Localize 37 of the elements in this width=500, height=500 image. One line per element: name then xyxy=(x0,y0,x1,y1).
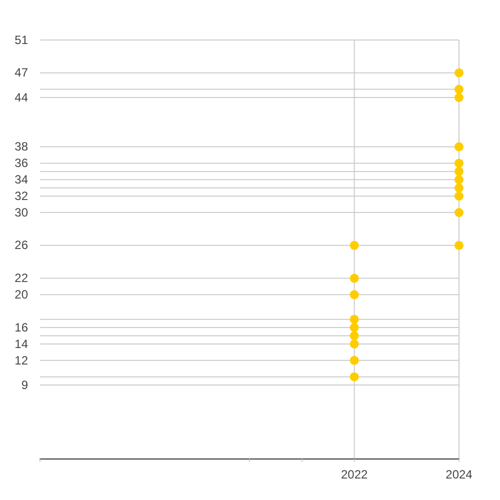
point xyxy=(454,240,464,250)
point xyxy=(350,274,359,283)
point xyxy=(454,192,464,201)
y-tick-label: 51 xyxy=(14,32,28,47)
point xyxy=(350,356,359,365)
point xyxy=(454,84,464,94)
point xyxy=(350,372,359,382)
y-tick-label: 36 xyxy=(14,156,28,170)
point xyxy=(350,314,359,324)
y-tick-label: 38 xyxy=(14,140,28,154)
y-tick-label: 32 xyxy=(14,188,28,203)
point xyxy=(454,93,464,102)
y-tick-label: 47 xyxy=(14,66,28,80)
point xyxy=(454,183,464,192)
point xyxy=(454,158,464,168)
y-tick-label: 12 xyxy=(14,353,28,368)
y-tick-label: 14 xyxy=(14,336,28,351)
x-tick-label: 2022 xyxy=(340,468,368,482)
x-tick-label: 2024 xyxy=(446,468,473,482)
y-tick-label: 16 xyxy=(14,320,28,334)
point xyxy=(454,175,464,184)
point xyxy=(454,142,464,152)
y-tick-label: 22 xyxy=(14,271,28,286)
point xyxy=(454,68,464,78)
y-tick-label: 9 xyxy=(21,378,28,392)
y-tick-label: 26 xyxy=(14,238,28,252)
y-tick-label: 44 xyxy=(14,90,28,104)
y-tick-label: 34 xyxy=(14,172,28,187)
point xyxy=(350,323,359,332)
point xyxy=(350,339,359,348)
y-tick-label: 20 xyxy=(14,288,28,302)
y-tick-label: 30 xyxy=(14,205,28,220)
point xyxy=(350,331,359,340)
point xyxy=(350,290,359,300)
point xyxy=(454,166,464,176)
point xyxy=(454,208,464,218)
point xyxy=(350,240,359,250)
